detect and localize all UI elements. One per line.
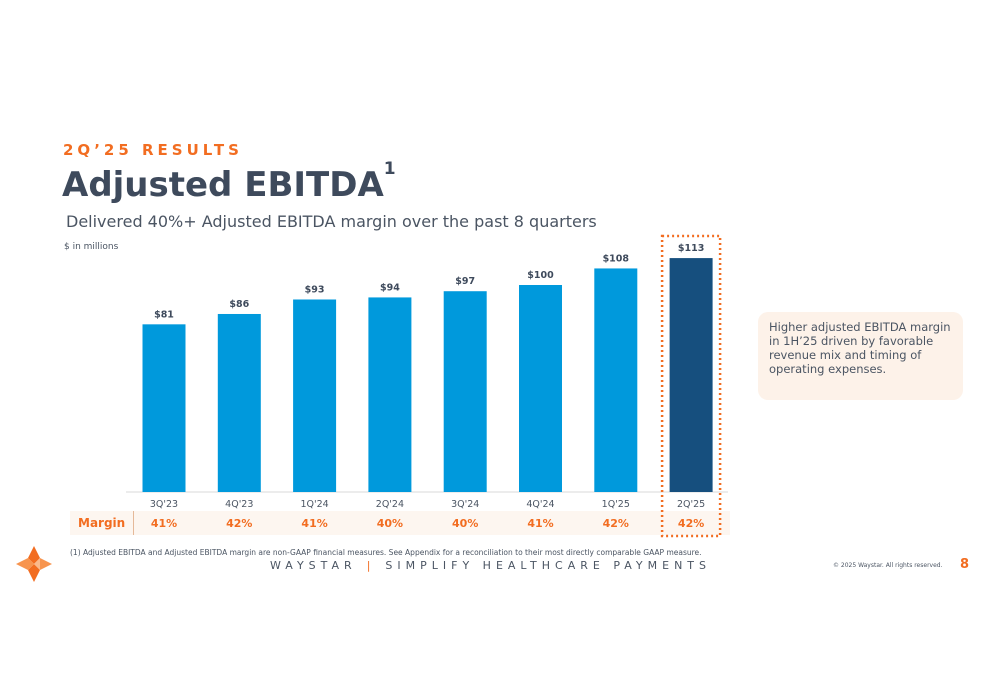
- margin-value: 40%: [377, 517, 403, 530]
- bar-value-label: $100: [527, 270, 554, 281]
- x-tick-label: 3Q'24: [451, 499, 479, 510]
- margin-row-divider: [133, 511, 134, 535]
- callout-text: Higher adjusted EBITDA margin in 1H’25 d…: [769, 320, 951, 376]
- margin-value: 42%: [678, 517, 704, 530]
- callout-box: Higher adjusted EBITDA margin in 1H’25 d…: [758, 312, 963, 400]
- bar-value-label: $108: [603, 253, 630, 264]
- x-tick-label: 2Q'24: [376, 499, 404, 510]
- margin-value: 40%: [452, 517, 478, 530]
- title-footnote-marker: 1: [383, 159, 396, 179]
- page-title: Adjusted EBITDA1: [62, 161, 396, 206]
- bar-3Q'23: [142, 324, 186, 492]
- bar-value-label: $81: [154, 309, 174, 320]
- margin-value: 41%: [301, 517, 327, 530]
- footnote: (1) Adjusted EBITDA and Adjusted EBITDA …: [70, 548, 702, 557]
- margin-value: 41%: [151, 517, 177, 530]
- x-tick-label: 1Q'24: [300, 499, 328, 510]
- margin-row-background: [70, 511, 730, 535]
- brand-separator: |: [366, 559, 376, 572]
- bar-4Q'24: [519, 285, 562, 492]
- highlight-box: [660, 234, 722, 538]
- copyright-text: © 2025 Waystar. All rights reserved.: [833, 562, 943, 569]
- brand-name: WAYSTAR: [270, 559, 357, 572]
- section-eyebrow: 2Q’25 RESULTS: [63, 141, 243, 159]
- x-tick-label: 4Q'23: [225, 499, 253, 510]
- margin-value: 42%: [226, 517, 252, 530]
- bar-3Q'24: [443, 291, 487, 492]
- bar-2Q'24: [368, 297, 412, 492]
- brand-tagline: SIMPLIFY HEALTHCARE PAYMENTS: [385, 559, 712, 572]
- page-number: 8: [960, 557, 970, 572]
- x-tick-label: 3Q'23: [150, 499, 178, 510]
- x-tick-label: 2Q'25: [677, 499, 705, 510]
- bar-2Q'25: [669, 258, 713, 492]
- bar-value-label: $93: [305, 284, 325, 295]
- bar-1Q'25: [594, 268, 638, 492]
- bar-1Q'24: [293, 299, 337, 492]
- x-tick-label: 4Q'24: [526, 499, 554, 510]
- bar-4Q'23: [217, 313, 261, 492]
- bar-value-label: $94: [380, 282, 400, 293]
- brand-line: WAYSTAR | SIMPLIFY HEALTHCARE PAYMENTS: [270, 559, 711, 572]
- page-subtitle: Delivered 40%+ Adjusted EBITDA margin ov…: [66, 212, 597, 231]
- page-title-text: Adjusted EBITDA: [62, 165, 384, 205]
- margin-value: 42%: [603, 517, 629, 530]
- bar-value-label: $97: [455, 276, 475, 287]
- margin-row-label: Margin: [78, 516, 126, 530]
- units-label: $ in millions: [64, 242, 119, 252]
- bar-value-label: $113: [678, 243, 704, 254]
- x-tick-label: 1Q'25: [602, 499, 630, 510]
- bar-value-label: $86: [229, 299, 249, 310]
- margin-value: 41%: [527, 517, 553, 530]
- waystar-star-logo-icon: [16, 546, 52, 582]
